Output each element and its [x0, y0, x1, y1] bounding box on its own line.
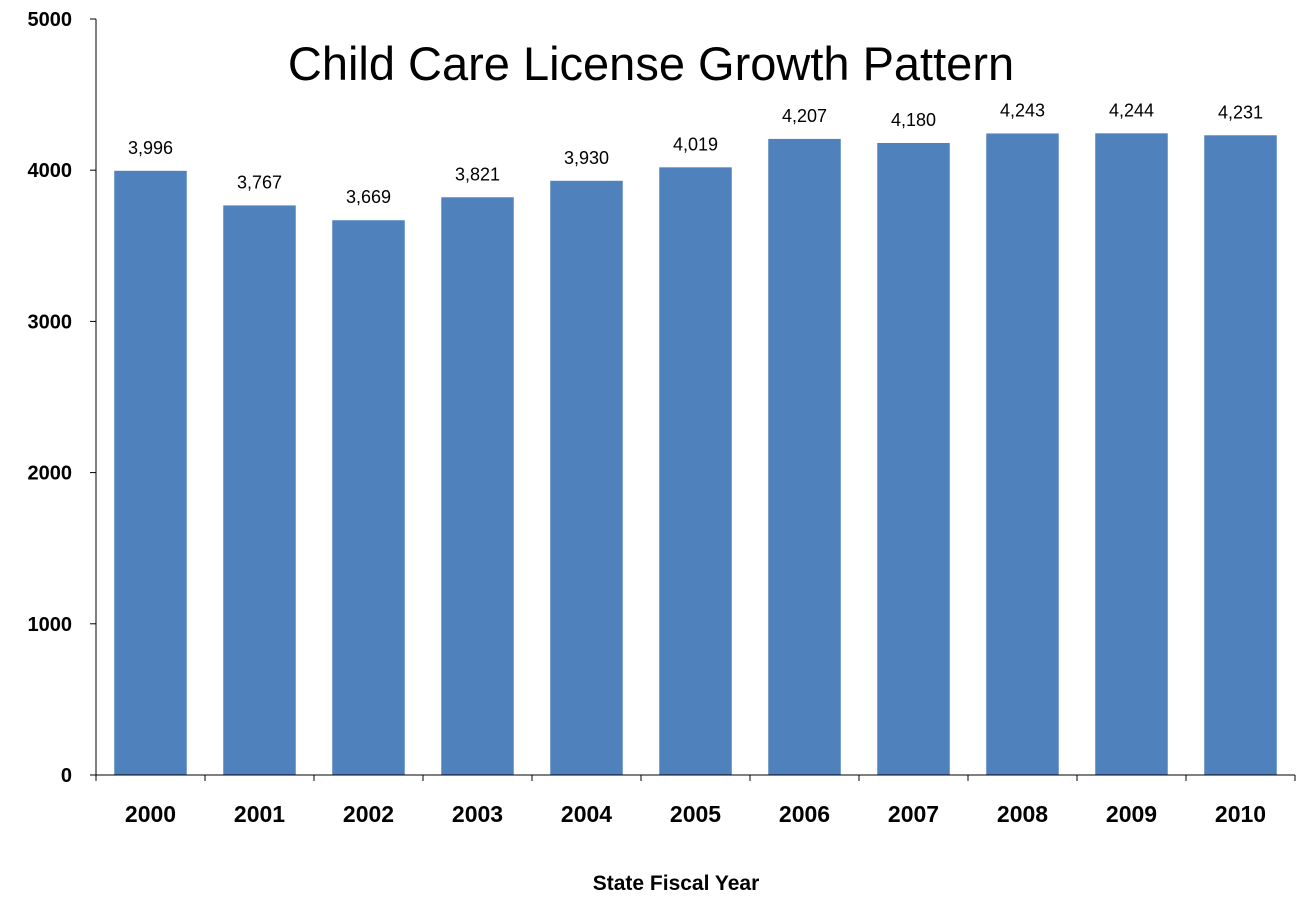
y-ticks-group: 0 1000 2000 3000 4000 5000 [28, 9, 96, 787]
y-tick-label: 4000 [28, 160, 73, 182]
bar-2008 [986, 133, 1059, 776]
x-tick-label-2010: 2010 [1215, 801, 1266, 827]
x-tick-label-2002: 2002 [343, 801, 394, 827]
bar-2000 [114, 170, 187, 775]
bar-2005 [659, 167, 732, 775]
x-tick-label-2004: 2004 [561, 801, 612, 827]
x-tick-label-2005: 2005 [670, 801, 721, 827]
bar-2003 [441, 197, 514, 776]
data-label-2003: 3,821 [455, 164, 500, 184]
x-tick-label-2008: 2008 [997, 801, 1048, 827]
data-label-2010: 4,231 [1218, 102, 1263, 122]
data-label-2001: 3,767 [237, 172, 282, 192]
bar-2009 [1095, 133, 1168, 776]
data-label-2009: 4,244 [1109, 100, 1154, 120]
x-tick-label-2003: 2003 [452, 801, 503, 827]
x-tick-label-2001: 2001 [234, 801, 285, 827]
y-tick-label: 5000 [28, 9, 73, 31]
x-tick-label-2007: 2007 [888, 801, 939, 827]
y-tick-label: 1000 [28, 614, 73, 636]
data-label-2008: 4,243 [1000, 100, 1045, 120]
x-tick-label-2006: 2006 [779, 801, 830, 827]
bar-2010 [1204, 135, 1277, 775]
y-tick-label: 2000 [28, 463, 73, 485]
data-label-2005: 4,019 [673, 134, 718, 154]
y-tick-label: 0 [61, 765, 72, 787]
data-labels-group: 3,996 3,767 3,669 3,821 3,930 4,019 4,207 4,180… [128, 100, 1263, 207]
data-label-2004: 3,930 [564, 148, 609, 168]
bar-2002 [332, 220, 405, 775]
bar-2006 [768, 138, 841, 775]
y-tick-label: 3000 [28, 311, 73, 333]
x-tick-label-2000: 2000 [125, 801, 176, 827]
x-ticks-group: 2000 2001 2002 2003 2004 2005 2006 2007 2008 2009… [95, 775, 1296, 827]
x-tick-label-2009: 2009 [1106, 801, 1157, 827]
data-label-2000: 3,996 [128, 138, 173, 158]
bar-2007 [877, 142, 950, 775]
x-axis-title: State Fiscal Year [593, 872, 760, 895]
bars-group [114, 133, 1277, 776]
bar-2004 [550, 180, 623, 775]
data-label-2002: 3,669 [346, 187, 391, 207]
bar-2001 [223, 205, 296, 776]
axes-group [95, 19, 1295, 776]
data-label-2007: 4,180 [891, 110, 936, 130]
data-label-2006: 4,207 [782, 106, 827, 126]
chart-title: Child Care License Growth Pattern [288, 37, 1014, 90]
